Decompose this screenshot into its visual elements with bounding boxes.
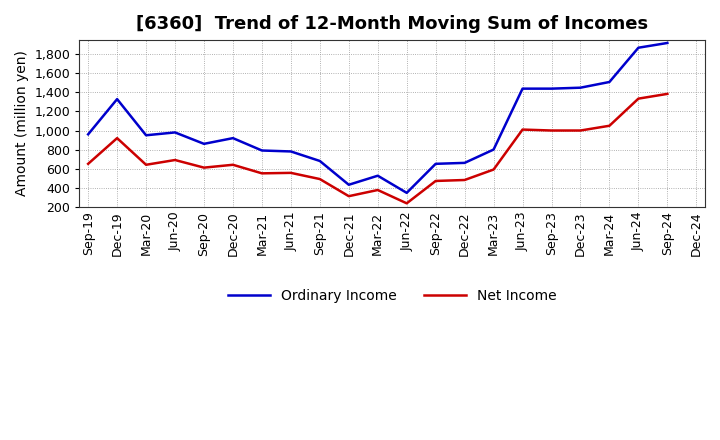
Net Income bbox=[113, 136, 122, 141]
Net Income bbox=[229, 162, 238, 167]
Net Income bbox=[634, 96, 643, 101]
Ordinary Income bbox=[229, 136, 238, 141]
Ordinary Income bbox=[490, 147, 498, 152]
Net Income bbox=[315, 176, 324, 182]
Ordinary Income bbox=[315, 158, 324, 164]
Net Income bbox=[344, 194, 353, 199]
Net Income bbox=[663, 91, 672, 96]
Ordinary Income bbox=[663, 40, 672, 46]
Ordinary Income bbox=[605, 79, 613, 84]
Ordinary Income bbox=[547, 86, 556, 91]
Legend: Ordinary Income, Net Income: Ordinary Income, Net Income bbox=[222, 283, 562, 308]
Net Income bbox=[547, 128, 556, 133]
Net Income bbox=[431, 178, 440, 183]
Ordinary Income bbox=[113, 96, 122, 102]
Net Income bbox=[287, 170, 295, 176]
Ordinary Income bbox=[142, 132, 150, 138]
Net Income bbox=[605, 123, 613, 128]
Net Income bbox=[171, 158, 179, 163]
Net Income bbox=[460, 177, 469, 183]
Net Income bbox=[576, 128, 585, 133]
Ordinary Income bbox=[431, 161, 440, 166]
Line: Ordinary Income: Ordinary Income bbox=[88, 43, 667, 193]
Net Income bbox=[199, 165, 208, 170]
Ordinary Income bbox=[344, 182, 353, 187]
Y-axis label: Amount (million yen): Amount (million yen) bbox=[15, 51, 29, 196]
Ordinary Income bbox=[84, 132, 92, 137]
Ordinary Income bbox=[402, 190, 411, 195]
Title: [6360]  Trend of 12-Month Moving Sum of Incomes: [6360] Trend of 12-Month Moving Sum of I… bbox=[136, 15, 648, 33]
Ordinary Income bbox=[576, 85, 585, 90]
Ordinary Income bbox=[171, 130, 179, 135]
Ordinary Income bbox=[374, 173, 382, 178]
Net Income bbox=[402, 201, 411, 206]
Ordinary Income bbox=[258, 148, 266, 153]
Net Income bbox=[84, 161, 92, 166]
Net Income bbox=[142, 162, 150, 167]
Net Income bbox=[518, 127, 527, 132]
Net Income bbox=[490, 167, 498, 172]
Ordinary Income bbox=[199, 141, 208, 147]
Net Income bbox=[374, 187, 382, 193]
Ordinary Income bbox=[460, 160, 469, 165]
Ordinary Income bbox=[287, 149, 295, 154]
Ordinary Income bbox=[634, 45, 643, 50]
Net Income bbox=[258, 171, 266, 176]
Line: Net Income: Net Income bbox=[88, 94, 667, 203]
Ordinary Income bbox=[518, 86, 527, 91]
